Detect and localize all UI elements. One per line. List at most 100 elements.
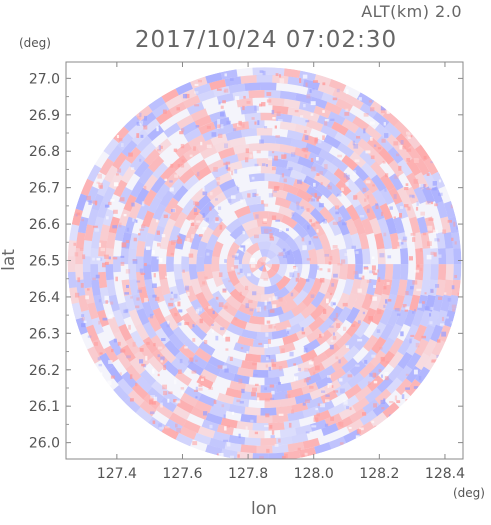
radar-speckle (335, 211, 340, 215)
radar-cell (275, 405, 293, 416)
radar-speckle (173, 293, 178, 299)
radar-speckle (265, 413, 270, 418)
radar-speckle (131, 202, 135, 207)
radar-cell (346, 264, 356, 280)
radar-speckle (422, 301, 425, 304)
radar-speckle (441, 316, 445, 322)
radar-speckle (213, 400, 217, 404)
radar-cell (361, 248, 371, 265)
radar-speckle (146, 246, 151, 251)
radar-speckle (419, 248, 423, 252)
radar-cell (378, 147, 395, 165)
radar-speckle (168, 302, 174, 307)
radar-speckle (125, 240, 130, 243)
radar-speckle (319, 171, 324, 175)
radar-cell (147, 387, 165, 404)
radar-cell (406, 338, 421, 356)
radar-speckle (198, 234, 203, 237)
radar-speckle (266, 320, 271, 324)
radar-cell (209, 79, 227, 91)
radar-cell (197, 426, 216, 439)
radar-speckle (81, 316, 85, 321)
radar-speckle (356, 135, 361, 139)
radar-speckle (261, 262, 266, 266)
radar-cell (166, 256, 174, 273)
radar-cell (283, 450, 301, 459)
radar-cell (150, 256, 159, 273)
y-tick-label: 26.6 (29, 217, 60, 233)
radar-speckle (315, 221, 320, 224)
radar-speckle (164, 426, 170, 429)
radar-speckle (402, 146, 406, 150)
radar-cell (148, 96, 166, 112)
radar-cell (225, 218, 242, 234)
radar-cell (252, 422, 269, 431)
radar-speckle (181, 128, 185, 132)
radar-speckle (211, 132, 217, 137)
radar-cell (248, 315, 265, 325)
radar-cell (131, 383, 149, 400)
radar-speckle (242, 123, 245, 128)
radar-cell (314, 74, 332, 87)
radar-cell (183, 146, 201, 161)
radar-cell (175, 278, 187, 296)
radar-speckle (144, 297, 148, 303)
radar-speckle (405, 183, 409, 186)
radar-cell (108, 216, 121, 234)
radar-speckle (263, 306, 267, 311)
x-tick-label: 128.4 (425, 466, 465, 482)
radar-cell (415, 352, 430, 371)
radar-cell (369, 217, 382, 235)
radar-speckle (181, 391, 184, 394)
radar-cell (241, 328, 258, 340)
radar-speckle (129, 374, 133, 380)
radar-speckle (344, 253, 349, 256)
radar-cell (318, 278, 331, 295)
radar-speckle (393, 216, 396, 219)
radar-speckle (357, 320, 361, 324)
radar-speckle (353, 144, 359, 149)
radar-cell (152, 307, 167, 325)
radar-cell (293, 277, 308, 294)
radar-speckle (157, 373, 160, 377)
radar-cell (147, 196, 162, 214)
radar-speckle (327, 185, 332, 190)
radar-cell (221, 301, 238, 317)
radar-speckle (410, 334, 415, 337)
radar-cell (310, 291, 326, 308)
radar-speckle (373, 144, 377, 147)
y-tick-label: 26.7 (29, 181, 60, 197)
radar-cell (364, 125, 382, 142)
radar-cell (443, 232, 454, 249)
radar-speckle (330, 416, 335, 421)
radar-speckle (314, 137, 318, 142)
radar-cell (205, 412, 223, 425)
radar-cell (123, 194, 137, 212)
radar-speckle (372, 296, 377, 301)
radar-speckle (329, 325, 334, 328)
radar-speckle (119, 372, 122, 376)
radar-speckle (136, 133, 140, 138)
y-axis-label: lat (0, 249, 19, 271)
radar-cell (325, 181, 343, 198)
radar-speckle (383, 122, 386, 126)
radar-speckle (395, 153, 400, 157)
radar-speckle (132, 218, 135, 222)
radar-cell (125, 337, 141, 355)
radar-speckle (135, 305, 140, 309)
radar-speckle (234, 96, 240, 101)
radar-speckle (192, 324, 195, 328)
radar-cell (158, 264, 168, 280)
radar-speckle (279, 78, 285, 84)
radar-speckle (170, 252, 174, 256)
radar-speckle (380, 374, 383, 378)
radar-cell (435, 201, 448, 219)
radar-cell (321, 92, 339, 106)
radar-cell (337, 205, 352, 222)
radar-speckle (380, 356, 385, 362)
radar-cell (372, 189, 387, 207)
radar-cell (67, 271, 77, 289)
radar-speckle (394, 395, 398, 401)
radar-speckle (318, 203, 324, 208)
radar-speckle (170, 291, 173, 294)
